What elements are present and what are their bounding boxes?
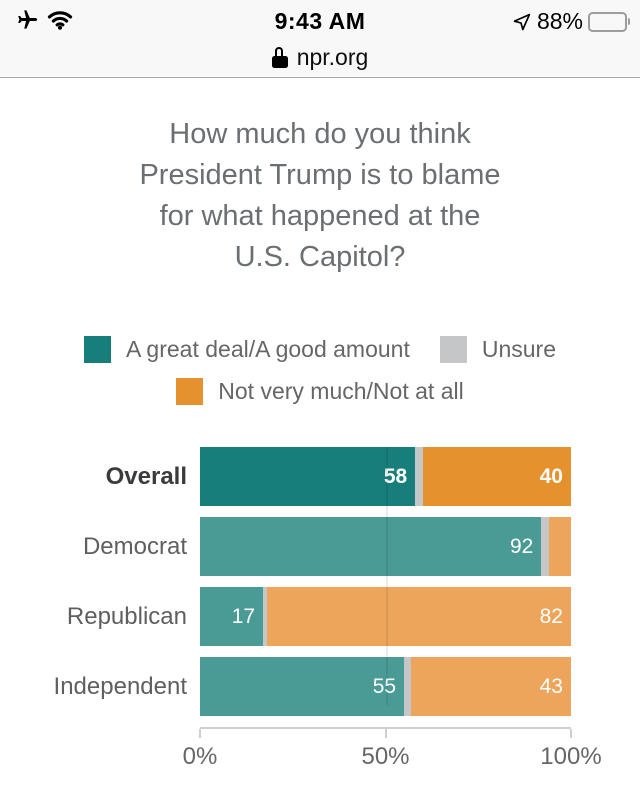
bar-chart: Overall 58 40 Democrat 92 Republican 17 82 Indep… xyxy=(0,447,640,773)
axis-tick xyxy=(384,729,387,738)
chart-row: Democrat 92 xyxy=(0,517,640,576)
chart-row: Overall 58 40 xyxy=(0,447,640,506)
bar-segment: 17 xyxy=(200,587,264,646)
legend-item-not-much: Not very much/Not at all xyxy=(176,378,464,405)
value-label: 82 xyxy=(539,604,563,628)
chart-title-line: How much do you think xyxy=(169,118,471,150)
legend-label: A great deal/A good amount xyxy=(125,336,410,362)
bar-segment: 43 xyxy=(411,657,571,716)
lock-icon xyxy=(271,46,288,68)
value-label: 55 xyxy=(372,674,397,698)
location-arrow-icon xyxy=(512,12,532,32)
status-left-icons xyxy=(16,8,73,31)
legend-row: A great deal/A good amount Unsure xyxy=(0,336,640,363)
chart-row: Republican 17 82 xyxy=(0,587,640,646)
category-label: Democrat xyxy=(82,532,187,560)
rows-area: Overall 58 40 Democrat 92 Republican 17 82 Indep… xyxy=(0,447,640,716)
value-label: 40 xyxy=(539,464,563,488)
value-label: 58 xyxy=(383,464,408,488)
chart-row: Independent 55 43 xyxy=(0,657,640,716)
bar-segment xyxy=(263,587,267,646)
stacked-bar: 58 40 xyxy=(200,447,571,506)
airplane-mode-icon xyxy=(16,8,39,31)
stacked-bar: 55 43 xyxy=(200,657,571,716)
legend-swatch-orange xyxy=(176,378,204,405)
status-right-icons: 88% xyxy=(512,8,630,35)
bar-segment xyxy=(415,447,423,506)
url-text: npr.org xyxy=(296,43,369,70)
bar-segment xyxy=(541,517,549,576)
axis-tick-label: 0% xyxy=(182,743,218,770)
wifi-icon xyxy=(47,10,73,30)
stacked-bar: 17 82 xyxy=(200,587,571,646)
gridline-50pct xyxy=(385,447,388,705)
axis-tick xyxy=(570,729,572,738)
legend-label: Not very much/Not at all xyxy=(218,378,464,404)
category-label: Overall xyxy=(105,462,187,490)
axis-tick xyxy=(199,729,201,738)
legend-item-unsure: Unsure xyxy=(439,336,557,363)
legend-row: Not very much/Not at all xyxy=(0,378,640,405)
bar-segment: 58 xyxy=(200,447,416,506)
x-axis: 0% 50% 100% xyxy=(183,727,602,773)
battery-icon xyxy=(588,11,630,32)
status-bar: 9:43 AM 88% npr.org xyxy=(0,0,640,78)
status-bar-top-row: 9:43 AM 88% xyxy=(0,0,640,38)
bar-segment xyxy=(548,517,571,576)
value-label: 17 xyxy=(231,604,256,628)
legend-label: Unsure xyxy=(481,336,557,362)
legend-swatch-gray xyxy=(439,336,467,363)
bar-segment xyxy=(404,657,412,716)
chart-legend: A great deal/A good amount Unsure Not ve… xyxy=(0,336,640,405)
category-label: Independent xyxy=(53,672,187,700)
stacked-bar: 92 xyxy=(200,517,571,576)
chart-title-line: U.S. Capitol? xyxy=(234,241,406,273)
axis-tick-label: 100% xyxy=(540,743,602,770)
bar-segment: 55 xyxy=(200,657,405,716)
chart-title-line: for what happened at the xyxy=(159,200,481,232)
chart-title: How much do you think President Trump is… xyxy=(0,114,640,278)
category-label: Republican xyxy=(66,602,187,630)
bar-segment: 82 xyxy=(266,587,571,646)
bar-segment: 40 xyxy=(422,447,571,506)
url-bar[interactable]: npr.org xyxy=(0,38,640,76)
value-label: 92 xyxy=(509,534,534,558)
bar-segment: 92 xyxy=(200,517,542,576)
chart-title-line: President Trump is to blame xyxy=(139,159,501,191)
legend-item-great-deal: A great deal/A good amount xyxy=(83,336,410,363)
clock: 9:43 AM xyxy=(274,8,366,34)
legend-swatch-teal xyxy=(83,336,111,363)
battery-percent: 88% xyxy=(536,8,583,34)
value-label: 43 xyxy=(539,674,563,698)
axis-tick-label: 50% xyxy=(361,743,410,770)
